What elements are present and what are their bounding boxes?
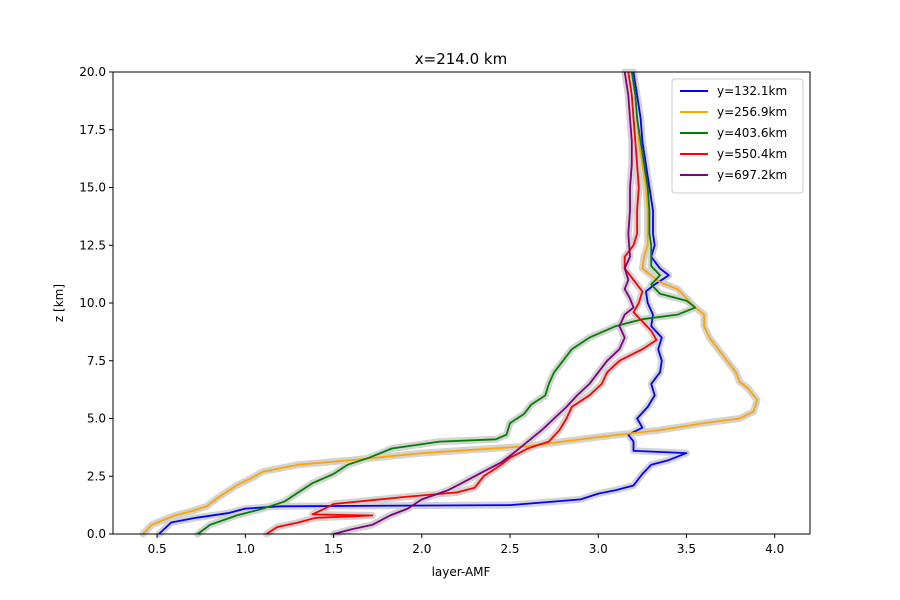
legend-box	[671, 78, 804, 194]
x-tick-label: 1.0	[236, 542, 255, 556]
series-line-3	[266, 71, 658, 535]
legend: y=132.1km y=256.9km y=403.6km y=550.4km y=69…	[671, 78, 804, 194]
y-axis: 0.0 2.5 5.0 7.5 10.0 12.5 15.0 17.5 20.0	[79, 65, 113, 541]
y-tick-label: 0.0	[87, 527, 106, 541]
series-line-0	[158, 71, 688, 535]
series-lines	[142, 71, 758, 535]
x-tick-label: 2.5	[500, 542, 519, 556]
legend-label: y=256.9km	[717, 105, 787, 119]
y-tick-label: 15.0	[79, 181, 106, 195]
y-axis-label: z [km]	[52, 284, 66, 322]
y-tick-label: 5.0	[87, 412, 106, 426]
x-tick-label: 0.5	[148, 542, 167, 556]
series-line-2	[197, 71, 697, 535]
y-tick-label: 20.0	[79, 65, 106, 79]
legend-label: y=550.4km	[717, 147, 787, 161]
x-tick-label: 3.5	[677, 542, 696, 556]
legend-label: y=403.6km	[717, 126, 787, 140]
x-axis: 0.5 1.0 1.5 2.0 2.5 3.0 3.5 4.0	[148, 534, 784, 556]
series-line-1	[142, 71, 758, 535]
x-tick-label: 2.0	[412, 542, 431, 556]
legend-label: y=132.1km	[717, 84, 787, 98]
chart-title: x=214.0 km	[415, 50, 507, 68]
y-tick-label: 7.5	[87, 354, 106, 368]
series-line-4	[333, 71, 635, 535]
x-axis-label: layer-AMF	[432, 565, 491, 579]
x-tick-label: 3.0	[589, 542, 608, 556]
x-tick-label: 4.0	[765, 542, 784, 556]
y-tick-label: 12.5	[79, 238, 106, 252]
y-tick-label: 10.0	[79, 296, 106, 310]
y-tick-label: 2.5	[87, 469, 106, 483]
x-tick-label: 1.5	[324, 542, 343, 556]
y-tick-label: 17.5	[79, 123, 106, 137]
legend-label: y=697.2km	[717, 168, 787, 182]
